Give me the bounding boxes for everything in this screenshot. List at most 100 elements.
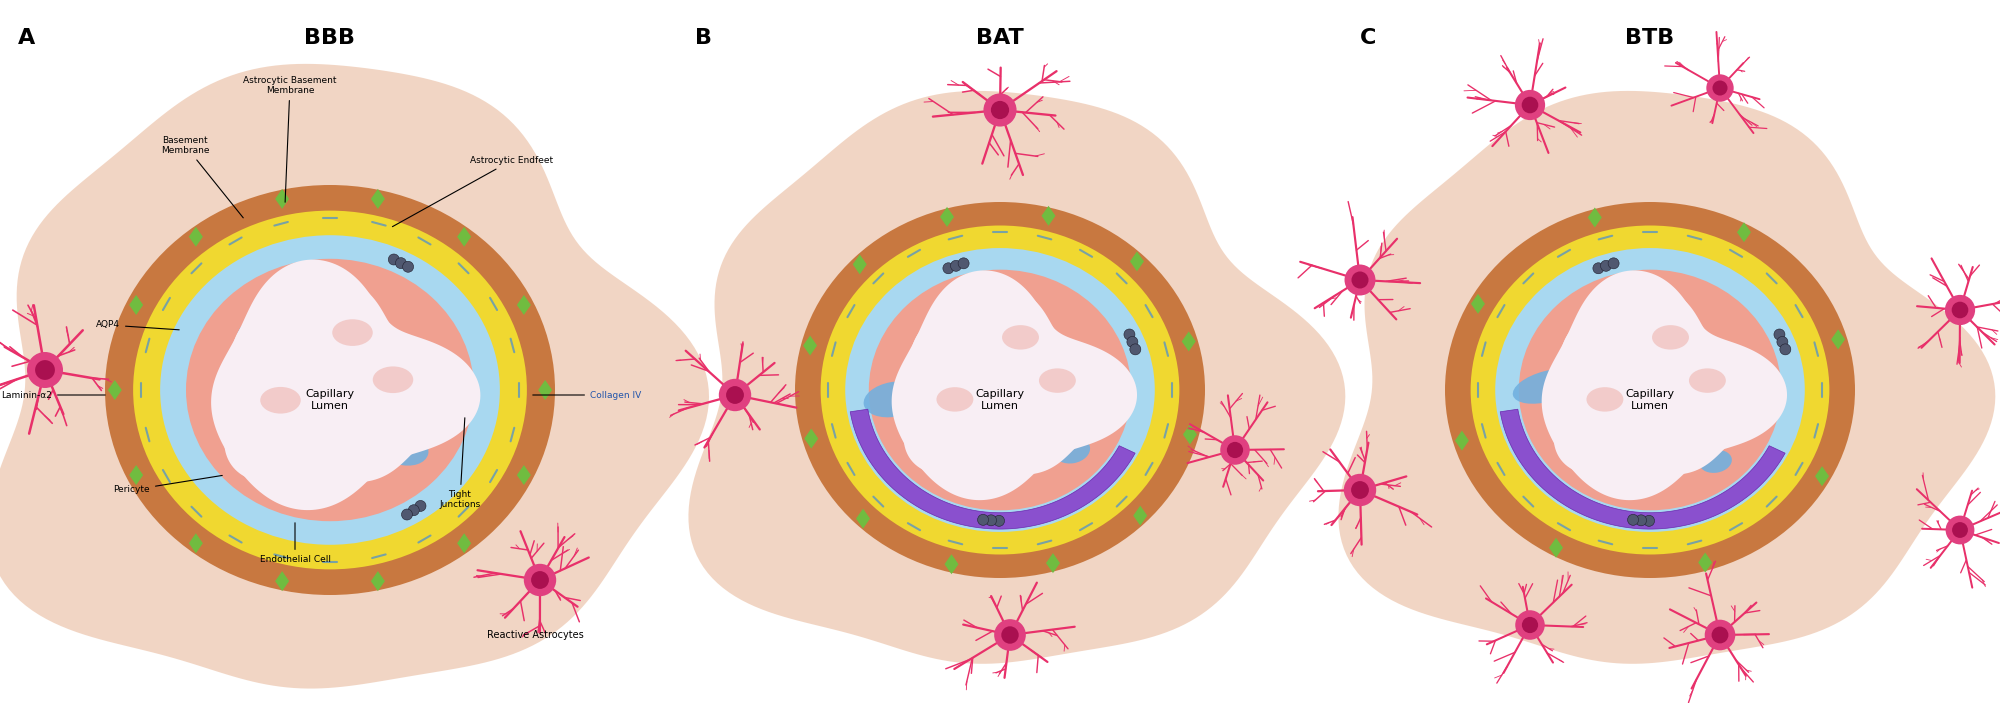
Circle shape xyxy=(1712,626,1728,643)
Polygon shape xyxy=(852,254,866,274)
Circle shape xyxy=(1776,337,1788,347)
Polygon shape xyxy=(108,380,122,400)
Ellipse shape xyxy=(160,236,500,545)
Polygon shape xyxy=(188,227,202,247)
Ellipse shape xyxy=(864,382,924,418)
Text: Collagen IV: Collagen IV xyxy=(532,390,642,399)
Polygon shape xyxy=(370,571,384,591)
Ellipse shape xyxy=(796,202,1204,578)
Circle shape xyxy=(1712,80,1728,96)
Ellipse shape xyxy=(1700,450,1732,473)
Polygon shape xyxy=(1182,331,1196,352)
Circle shape xyxy=(402,262,414,272)
Circle shape xyxy=(1636,515,1646,526)
Circle shape xyxy=(1522,617,1538,633)
Text: Capillary
Lumen: Capillary Lumen xyxy=(1626,389,1674,411)
Ellipse shape xyxy=(236,311,298,355)
Text: B: B xyxy=(696,28,712,48)
Ellipse shape xyxy=(1002,325,1038,349)
Ellipse shape xyxy=(332,319,372,346)
Polygon shape xyxy=(1736,222,1750,243)
Circle shape xyxy=(1130,344,1140,355)
Polygon shape xyxy=(1588,207,1602,228)
Ellipse shape xyxy=(372,366,414,393)
Ellipse shape xyxy=(1512,369,1582,404)
Circle shape xyxy=(414,501,426,512)
Text: Capillary
Lumen: Capillary Lumen xyxy=(976,389,1024,411)
Text: Basement
Membrane: Basement Membrane xyxy=(160,136,244,218)
Polygon shape xyxy=(892,271,1138,500)
Circle shape xyxy=(726,386,744,404)
Circle shape xyxy=(950,260,962,271)
Circle shape xyxy=(1774,329,1784,340)
Polygon shape xyxy=(1554,288,1764,475)
Polygon shape xyxy=(804,429,818,449)
Ellipse shape xyxy=(1586,387,1624,412)
Polygon shape xyxy=(1698,553,1712,572)
Polygon shape xyxy=(516,295,530,315)
Polygon shape xyxy=(1550,538,1564,557)
Ellipse shape xyxy=(104,185,556,595)
Circle shape xyxy=(942,263,954,273)
Circle shape xyxy=(1226,442,1244,458)
Polygon shape xyxy=(0,64,710,688)
Circle shape xyxy=(1352,481,1368,499)
Circle shape xyxy=(1220,435,1250,465)
Ellipse shape xyxy=(1518,270,1782,510)
Circle shape xyxy=(36,360,54,380)
Polygon shape xyxy=(538,380,552,400)
Circle shape xyxy=(402,509,412,520)
Ellipse shape xyxy=(1652,325,1688,349)
Polygon shape xyxy=(850,409,1136,529)
Circle shape xyxy=(1522,97,1538,113)
Circle shape xyxy=(1952,522,1968,538)
Ellipse shape xyxy=(1688,368,1726,393)
Polygon shape xyxy=(130,465,144,485)
Polygon shape xyxy=(224,279,454,483)
Polygon shape xyxy=(212,259,480,510)
Polygon shape xyxy=(688,91,1346,664)
Text: Pericyte: Pericyte xyxy=(114,475,222,494)
Polygon shape xyxy=(856,508,870,529)
Polygon shape xyxy=(1338,91,1996,664)
Ellipse shape xyxy=(186,259,474,521)
Polygon shape xyxy=(944,554,958,574)
Circle shape xyxy=(1644,515,1654,527)
Polygon shape xyxy=(1134,505,1148,526)
Text: Capillary
Lumen: Capillary Lumen xyxy=(306,389,354,411)
Ellipse shape xyxy=(1038,368,1076,393)
Text: Tight
Junctions: Tight Junctions xyxy=(440,418,480,510)
Circle shape xyxy=(986,515,996,526)
Circle shape xyxy=(1124,329,1134,340)
Ellipse shape xyxy=(260,387,300,413)
Circle shape xyxy=(1704,620,1736,650)
Polygon shape xyxy=(1470,294,1484,314)
Polygon shape xyxy=(130,295,144,315)
Text: Astrocytic Basement
Membrane: Astrocytic Basement Membrane xyxy=(244,76,336,202)
Ellipse shape xyxy=(1470,226,1830,555)
Text: Laminin-α2: Laminin-α2 xyxy=(2,390,106,399)
Ellipse shape xyxy=(1496,248,1804,532)
Polygon shape xyxy=(1816,466,1830,486)
Polygon shape xyxy=(804,335,818,356)
Polygon shape xyxy=(1454,431,1468,451)
Polygon shape xyxy=(458,534,472,553)
Circle shape xyxy=(1944,295,1976,325)
Circle shape xyxy=(958,258,970,269)
Polygon shape xyxy=(1130,252,1144,271)
Circle shape xyxy=(1592,263,1604,273)
Polygon shape xyxy=(276,189,290,209)
Polygon shape xyxy=(516,465,530,485)
Circle shape xyxy=(408,505,420,516)
Circle shape xyxy=(1600,260,1612,271)
Polygon shape xyxy=(1542,271,1788,500)
Text: Endothelial Cell: Endothelial Cell xyxy=(260,523,330,564)
Text: C: C xyxy=(1360,28,1376,48)
Polygon shape xyxy=(1500,409,1786,529)
Circle shape xyxy=(1514,90,1546,120)
Circle shape xyxy=(1946,515,1974,544)
Circle shape xyxy=(1344,264,1376,295)
Circle shape xyxy=(1952,302,1968,318)
Circle shape xyxy=(1002,626,1018,644)
Circle shape xyxy=(1516,610,1544,640)
